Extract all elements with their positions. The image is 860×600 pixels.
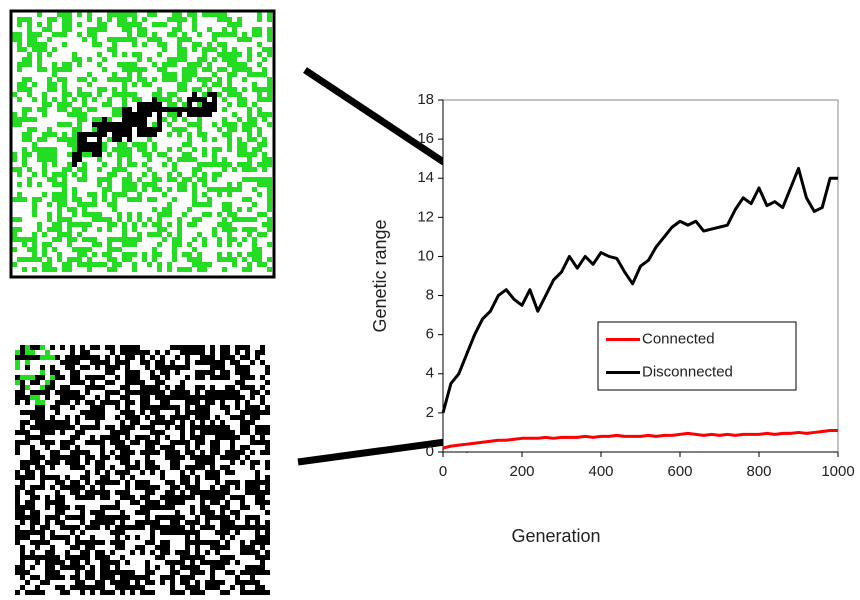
x-tick-label: 400	[588, 463, 613, 480]
y-tick-label: 0	[426, 443, 434, 460]
y-tick-label: 4	[426, 365, 434, 382]
lattice-image	[15, 345, 270, 600]
x-tick-label: 600	[667, 463, 692, 480]
x-tick-label: 0	[439, 463, 447, 480]
y-tick-label: 8	[426, 287, 434, 304]
y-tick-label: 10	[417, 247, 434, 264]
data-line	[441, 166, 838, 414]
data-line	[442, 428, 838, 450]
x-tick-label: 800	[746, 463, 771, 480]
image-border	[9, 9, 276, 279]
x-tick-label: 1000	[821, 463, 854, 480]
y-axis-label: Genetic range	[370, 219, 390, 332]
lattice-image	[12, 12, 272, 272]
y-tick-label: 18	[417, 91, 434, 108]
legend-label: Disconnected	[642, 363, 733, 380]
y-tick-label: 2	[426, 404, 434, 421]
legend-label: Connected	[642, 330, 715, 347]
y-tick-label: 6	[426, 326, 434, 343]
y-tick-label: 14	[417, 169, 434, 186]
lattice-cells	[15, 345, 270, 600]
plot-area	[442, 99, 839, 453]
plot: 0 2 4 6 8 10 12 14 16 18 0 200 400 600 800 1000 Connecte…	[417, 91, 854, 480]
legend-box	[597, 321, 797, 391]
x-tick-label: 200	[509, 463, 534, 480]
lattice-cells	[12, 12, 272, 272]
lattice-cells	[72, 92, 217, 167]
y-tick-label: 16	[417, 130, 434, 147]
y-tick-label: 12	[417, 208, 434, 225]
x-axis-label: Generation	[511, 526, 600, 546]
